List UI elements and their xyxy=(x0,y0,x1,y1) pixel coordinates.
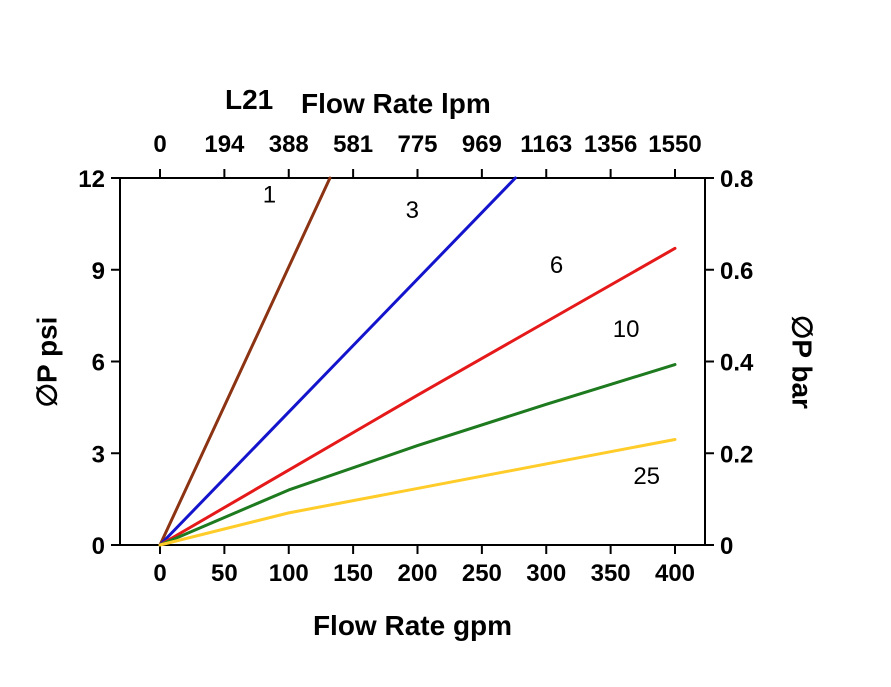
right-tick-label: 0.8 xyxy=(720,166,753,193)
left-tick-label: 6 xyxy=(92,350,105,377)
bottom-axis-label: Flow Rate gpm xyxy=(312,610,513,641)
top-tick-label: 1356 xyxy=(584,131,637,158)
series-label-1: 1 xyxy=(263,181,276,208)
bottom-tick-label: 350 xyxy=(591,560,631,587)
top-tick-label: 969 xyxy=(462,131,502,158)
series-line-25 xyxy=(158,437,677,547)
right-tick-label: 0.4 xyxy=(720,350,754,377)
series-label-25: 25 xyxy=(633,463,660,490)
bottom-tick-label: 300 xyxy=(526,560,566,587)
right-tick-label: 0 xyxy=(720,533,733,560)
left-tick-label: 3 xyxy=(92,441,105,468)
top-tick-label: 194 xyxy=(204,131,245,158)
left-tick-label: 9 xyxy=(92,258,105,285)
left-tick-label: 12 xyxy=(78,166,105,193)
series-line-1 xyxy=(158,176,332,547)
top-tick-label: 775 xyxy=(397,131,437,158)
top-tick-label: 1550 xyxy=(648,131,701,158)
bottom-tick-label: 50 xyxy=(211,560,238,587)
series-label-6: 6 xyxy=(550,252,563,279)
series-label-3: 3 xyxy=(406,197,419,224)
chart-title: L21 xyxy=(225,84,274,115)
bottom-tick-label: 400 xyxy=(655,560,695,587)
bottom-tick-label: 100 xyxy=(269,560,309,587)
top-tick-label: 581 xyxy=(333,131,373,158)
bottom-tick-label: 0 xyxy=(153,560,166,587)
top-tick-label: 388 xyxy=(269,131,309,158)
series-line-6 xyxy=(158,246,677,547)
bottom-tick-label: 150 xyxy=(333,560,373,587)
right-tick-label: 0.6 xyxy=(720,258,753,285)
right-tick-label: 0.2 xyxy=(720,441,753,468)
top-axis-label: Flow Rate lpm xyxy=(301,88,491,119)
bottom-tick-label: 250 xyxy=(462,560,502,587)
series-line-3 xyxy=(158,176,517,547)
series-line-10 xyxy=(158,363,677,547)
top-tick-label: 0 xyxy=(153,131,166,158)
series-label-10: 10 xyxy=(613,316,640,343)
bottom-tick-label: 200 xyxy=(397,560,437,587)
top-tick-label: 1163 xyxy=(520,131,572,158)
left-tick-label: 0 xyxy=(92,533,105,560)
